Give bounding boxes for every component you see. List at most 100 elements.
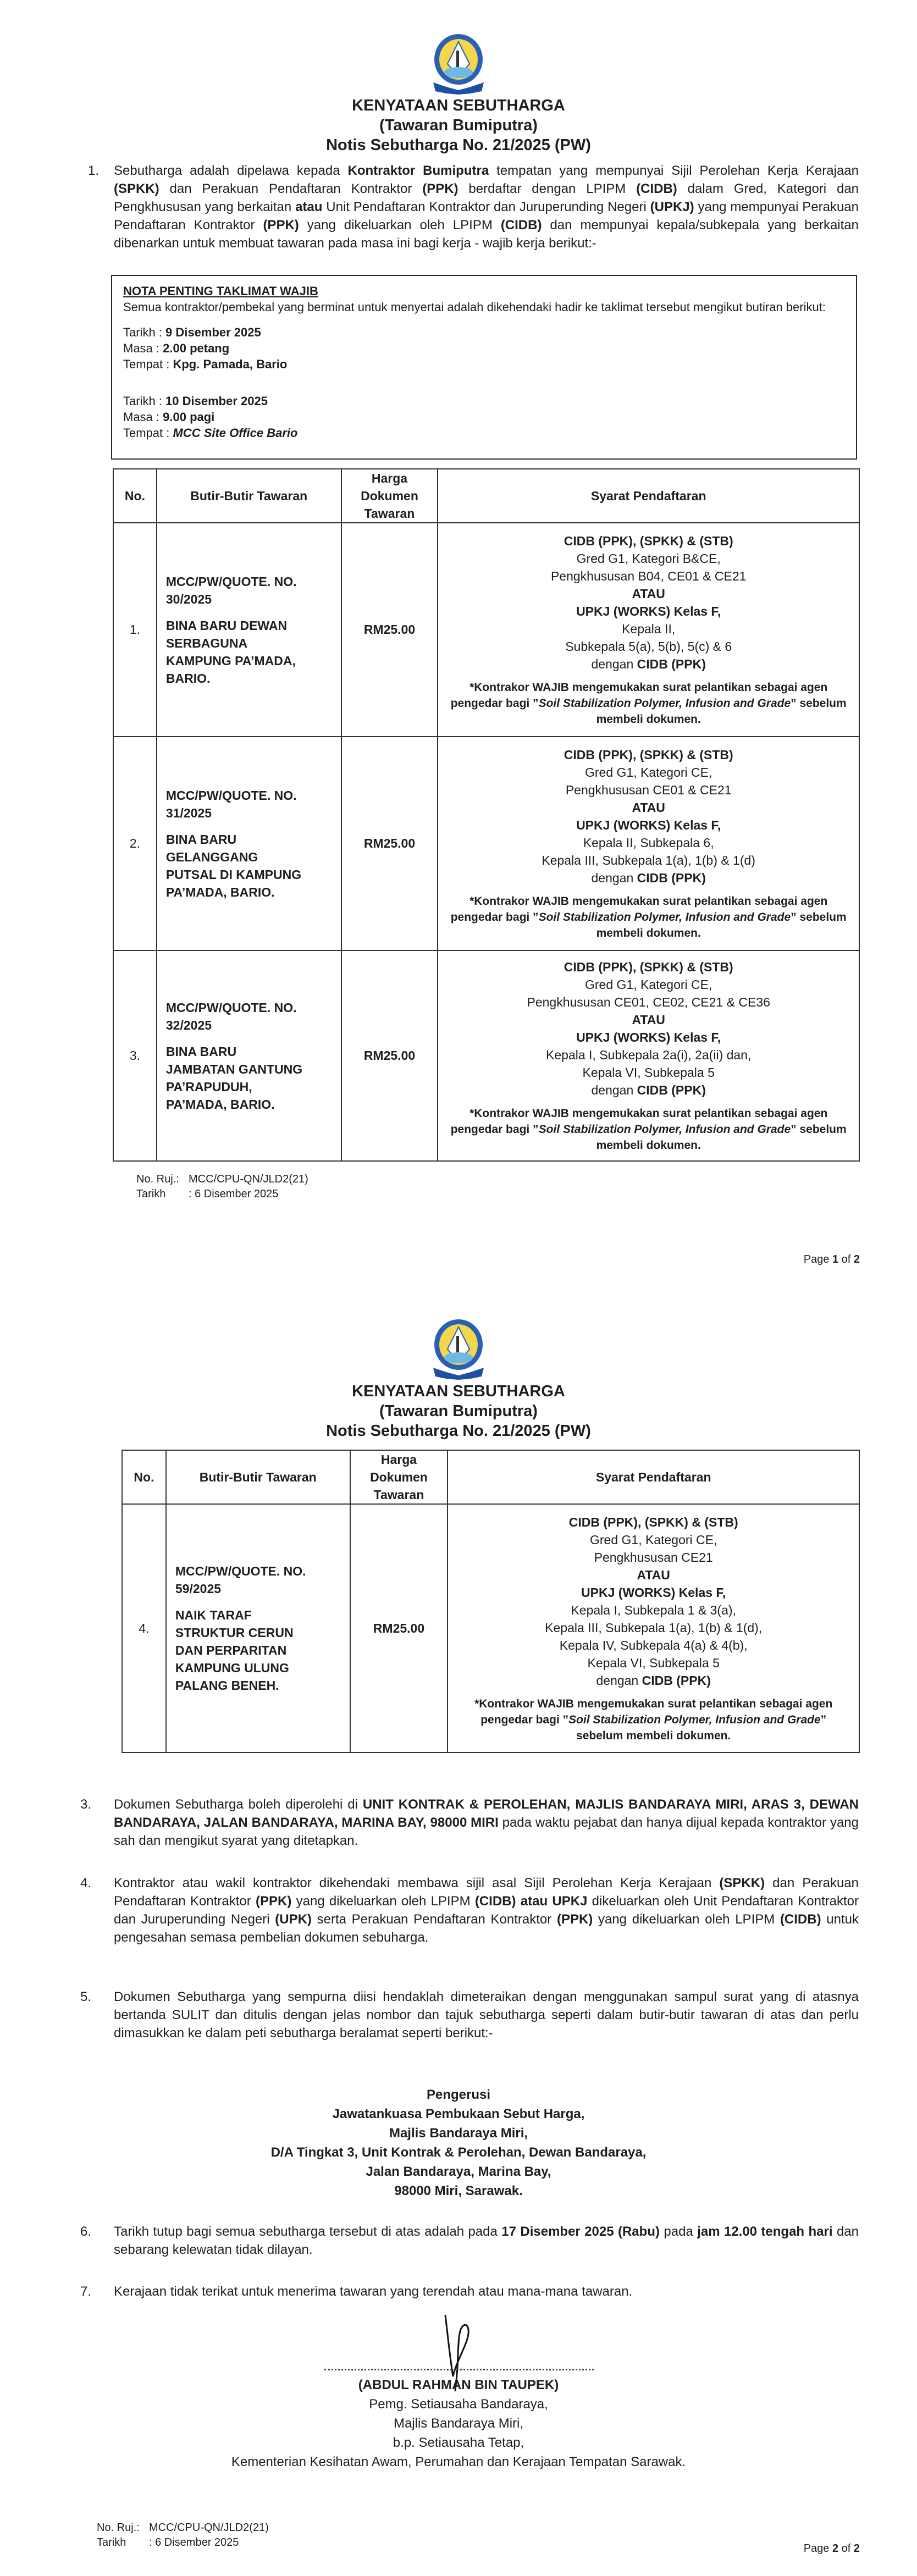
- text-segment: Soil Stabilization Polymer, Infusion and…: [538, 911, 791, 924]
- registration-requirements: CIDB (PPK), (SPKK) & (STB) Gred G1, Kateg…: [437, 522, 860, 737]
- value: 10 Disember 2025: [165, 394, 268, 408]
- requirement-line: Pengkhususan CE21: [448, 1549, 859, 1566]
- notice-number: Notis Sebutharga No. 21/2025 (PW): [326, 1422, 591, 1440]
- quotation-title-line: KAMPUNG PA’MADA,: [165, 653, 296, 668]
- mandatory-note: *Kontrakor WAJIB mengemukakan surat pela…: [448, 1696, 859, 1744]
- header-no: No.: [113, 468, 157, 523]
- text-segment: (PPK): [422, 181, 458, 196]
- text-segment: Gred G1, Kategori CE,: [589, 1532, 717, 1547]
- text-segment: (UPKJ): [650, 200, 694, 214]
- text-segment: Subkepala 5(a), 5(b), 5(c) & 6: [565, 639, 732, 654]
- requirement-line: Gred G1, Kategori B&CE,: [438, 550, 859, 567]
- date-label: Tarikh: [136, 1188, 166, 1200]
- quotation-title-line: PA’MADA, BARIO.: [165, 885, 275, 899]
- text-segment: Kepala II,: [622, 622, 676, 636]
- session-time: Masa : 9.00 pagi: [123, 409, 845, 425]
- document-price: RM25.00: [340, 950, 439, 1162]
- header-item: Butir-Butir Tawaran: [156, 468, 342, 523]
- requirement-line: UPKJ (WORKS) Kelas F,: [438, 816, 859, 834]
- document-header: KENYATAAN SEBUTHARGA (Tawaran Bumiputra)…: [0, 96, 917, 155]
- signatory-on-behalf: b.p. Setiausaha Tetap,: [393, 2435, 524, 2450]
- requirement-line: UPKJ (WORKS) Kelas F,: [448, 1584, 859, 1601]
- mandatory-note: *Kontrakor WAJIB mengemukakan surat pela…: [438, 1105, 859, 1153]
- text-segment: UPKJ (WORKS) Kelas F,: [576, 818, 721, 832]
- quotation-ref-line: 31/2025: [165, 805, 212, 820]
- header-price-line: Tawaran: [373, 1488, 424, 1502]
- requirement-line: Kepala II, Subkepala 6,: [438, 834, 859, 852]
- paragraph-1: 1. Sebutharga adalah dipelawa kepada Kon…: [88, 162, 859, 252]
- text-segment: UPKJ (WORKS) Kelas F,: [576, 1030, 721, 1044]
- quotation-table-1: No. Butir-Butir Tawaran Harga Dokumen Tawara…: [113, 468, 860, 1162]
- paragraph-3: 3. Dokumen Sebutharga boleh diperolehi d…: [80, 1795, 859, 1850]
- text-segment: (SPKK): [719, 1876, 765, 1890]
- quotation-ref-line: 59/2025: [175, 1582, 222, 1596]
- requirement-line: CIDB (PPK), (SPKK) & (STB): [438, 746, 859, 764]
- briefing-heading: NOTA PENTING TAKLIMAT WAJIB: [123, 284, 318, 298]
- quotation-title-line: PA’RAPUDUH,: [165, 1079, 252, 1094]
- text-segment: CIDB (PPK): [637, 657, 706, 671]
- quotation-title-line: BINA BARU DEWAN: [165, 618, 288, 633]
- text-segment: *Kontrakor WAJIB mengemukakan surat pela…: [450, 1107, 828, 1136]
- text-segment: Kerajaan tidak terikat untuk menerima ta…: [114, 2284, 633, 2299]
- text-segment: (SPKK): [114, 181, 159, 196]
- signature-line: [324, 2369, 594, 2370]
- text-segment: Kepala I, Subkepala 2a(i), 2a(ii) dan,: [546, 1048, 752, 1062]
- text-segment: dalam Gred, Kategori dan Pengkhususan ya…: [114, 181, 859, 214]
- document-subtitle: (Tawaran Bumiputra): [379, 1402, 538, 1420]
- header-price: Harga Dokumen Tawaran: [349, 1450, 449, 1505]
- requirement-line: UPKJ (WORKS) Kelas F,: [438, 602, 859, 620]
- quotation-title-line: SERBAGUNA: [165, 635, 248, 650]
- submission-address: Pengerusi Jawatankuasa Pembukaan Sebut Ha…: [0, 2085, 917, 2201]
- table-row: 1. MCC/PW/QUOTE. NO. 30/2025 BINA BARU DEWA…: [113, 522, 860, 737]
- paragraph-number: 4.: [80, 1876, 92, 1890]
- label: Tempat :: [123, 357, 173, 371]
- text-segment: untuk pengesahan semasa pembelian dokume…: [114, 1912, 859, 1945]
- spacer: [175, 1597, 350, 1606]
- paragraph-text: Tarikh tutup bagi semua sebutharga terse…: [114, 2223, 859, 2259]
- requirement-line: ATAU: [438, 585, 859, 602]
- paragraph-number: 7.: [80, 2284, 92, 2299]
- label: Masa :: [123, 410, 163, 424]
- page-number-2: Page 2 of 2: [804, 2542, 860, 2555]
- ref-date: : 6 Disember 2025: [149, 2536, 239, 2549]
- requirement-line: ATAU: [448, 1566, 859, 1584]
- requirement-line: Pengkhususan B04, CE01 & CE21: [438, 567, 859, 585]
- date-label: Tarikh: [97, 2536, 126, 2549]
- text-segment: dan Perakuan Pendaftaran Kontraktor: [159, 181, 423, 196]
- address-line: D/A Tingkat 3, Unit Kontrak & Perolehan,…: [270, 2145, 647, 2160]
- requirement-line: ATAU: [438, 1011, 859, 1029]
- quotation-details: MCC/PW/QUOTE. NO. 30/2025 BINA BARU DEWAN S…: [156, 522, 342, 737]
- text-segment: dikeluarkan oleh Unit Pendaftaran Kontra…: [114, 1894, 859, 1927]
- quotation-details: MCC/PW/QUOTE. NO. 32/2025 BINA BARU JAMBATA…: [156, 950, 342, 1162]
- text-segment: (CIDB): [780, 1912, 821, 1927]
- paragraph-5: 5. Dokumen Sebutharga yang sempurna diis…: [80, 1988, 859, 2042]
- requirement-line: CIDB (PPK), (SPKK) & (STB): [448, 1513, 859, 1531]
- registration-requirements: CIDB (PPK), (SPKK) & (STB) Gred G1, Kateg…: [437, 950, 860, 1162]
- text-segment: Kepala I, Subkepala 1 & 3(a),: [571, 1602, 736, 1617]
- text-segment: ” sebelum membeli dokumen.: [596, 911, 847, 939]
- text-segment: Soil Stabilization Polymer, Infusion and…: [538, 697, 791, 710]
- quotation-title-line: KAMPUNG ULUNG: [175, 1661, 289, 1675]
- text-segment: Gred G1, Kategori CE,: [585, 977, 712, 992]
- text-segment: *Kontrakor WAJIB mengemukakan surat pela…: [450, 895, 828, 924]
- text-segment: dengan: [591, 657, 637, 671]
- text-segment: dan Perakuan Pendaftaran Kontraktor: [114, 1876, 859, 1909]
- text-segment: (CIDB) atau UPKJ: [474, 1894, 588, 1909]
- requirement-line: dengan CIDB (PPK): [438, 1081, 859, 1099]
- paragraph-6: 6. Tarikh tutup bagi semua sebutharga te…: [80, 2223, 859, 2259]
- text-segment: CIDB (PPK), (SPKK) & (STB): [564, 534, 733, 548]
- quotation-ref-line: MCC/PW/QUOTE. NO.: [165, 788, 297, 803]
- ref-date: : 6 Disember 2025: [189, 1188, 279, 1200]
- text-segment: ATAU: [632, 800, 665, 815]
- signatory-name: (ABDUL RAHMAN BIN TAUPEK): [358, 2378, 559, 2392]
- label: Masa :: [123, 341, 163, 355]
- registration-requirements: CIDB (PPK), (SPKK) & (STB) Gred G1, Kateg…: [447, 1503, 860, 1753]
- text-segment: Sebutharga adalah dipelawa kepada: [114, 163, 348, 178]
- ref-number: MCC/CPU-QN/JLD2(21): [189, 1173, 308, 1185]
- text-segment: dengan: [591, 1083, 637, 1097]
- document-price: RM25.00: [349, 1503, 449, 1753]
- quotation-title-line: BINA BARU: [165, 832, 237, 847]
- text-segment: Pengkhususan B04, CE01 & CE21: [550, 569, 747, 583]
- requirement-line: dengan CIDB (PPK): [438, 655, 859, 673]
- text-segment: ATAU: [632, 587, 665, 601]
